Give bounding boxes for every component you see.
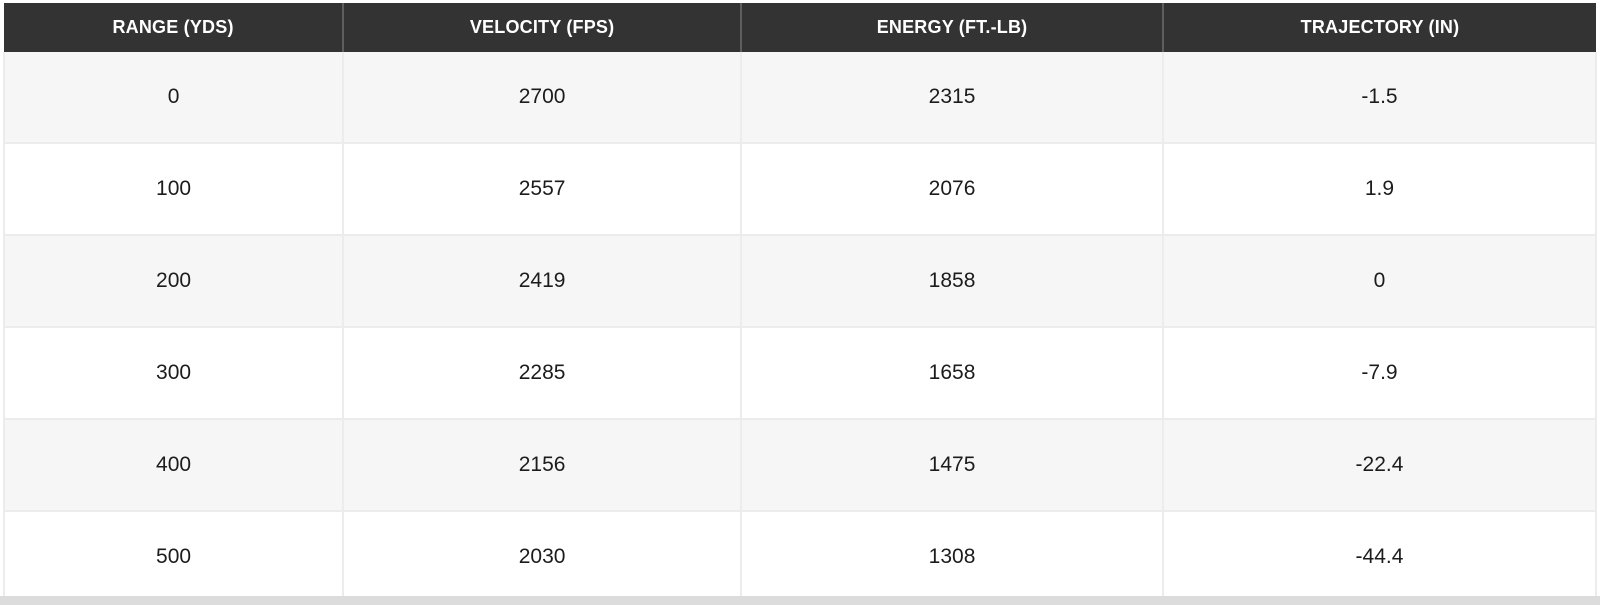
ballistics-table-container: RANGE (YDS) VELOCITY (FPS) ENERGY (FT.-L… (2, 3, 1598, 604)
table-cell: 1.9 (1162, 143, 1598, 236)
page-divider (0, 596, 1600, 605)
table-cell: 100 (2, 143, 345, 236)
table-row: 200 2419 1858 0 (2, 235, 1598, 328)
table-cell: 300 (2, 327, 345, 420)
column-header-trajectory: TRAJECTORY (IN) (1161, 3, 1596, 52)
table-cell: 1858 (741, 235, 1164, 328)
table-body: 0 2700 2315 -1.5 100 2557 2076 1.9 200 2419 1858 0 3… (2, 52, 1598, 604)
table-cell: 0 (2, 52, 345, 144)
table-row: 0 2700 2315 -1.5 (2, 52, 1598, 144)
header-row: RANGE (YDS) VELOCITY (FPS) ENERGY (FT.-L… (4, 3, 1596, 52)
table-cell: -1.5 (1162, 52, 1598, 144)
table-header: RANGE (YDS) VELOCITY (FPS) ENERGY (FT.-L… (4, 3, 1596, 52)
table-cell: 2030 (343, 511, 743, 604)
column-header-energy: ENERGY (FT.-LB) (740, 3, 1163, 52)
table-row: 400 2156 1475 -22.4 (2, 419, 1598, 512)
table-cell: -22.4 (1162, 419, 1598, 512)
table-cell: -44.4 (1162, 511, 1598, 604)
ballistics-table: RANGE (YDS) VELOCITY (FPS) ENERGY (FT.-L… (2, 3, 1598, 604)
table-row: 500 2030 1308 -44.4 (2, 511, 1598, 604)
table-cell: 2285 (343, 327, 743, 420)
table-cell: 2156 (343, 419, 743, 512)
table-cell: 0 (1162, 235, 1598, 328)
table-cell: 2700 (343, 52, 743, 144)
table-cell: 1308 (741, 511, 1164, 604)
table-cell: 2557 (343, 143, 743, 236)
table-cell: 1475 (741, 419, 1164, 512)
column-header-velocity: VELOCITY (FPS) (342, 3, 742, 52)
column-header-range: RANGE (YDS) (4, 3, 344, 52)
table-cell: 2419 (343, 235, 743, 328)
table-row: 300 2285 1658 -7.9 (2, 327, 1598, 420)
table-row: 100 2557 2076 1.9 (2, 143, 1598, 236)
table-cell: 1658 (741, 327, 1164, 420)
table-cell: 200 (2, 235, 345, 328)
table-cell: 2076 (741, 143, 1164, 236)
table-cell: 400 (2, 419, 345, 512)
table-cell: 2315 (741, 52, 1164, 144)
table-cell: 500 (2, 511, 345, 604)
table-cell: -7.9 (1162, 327, 1598, 420)
